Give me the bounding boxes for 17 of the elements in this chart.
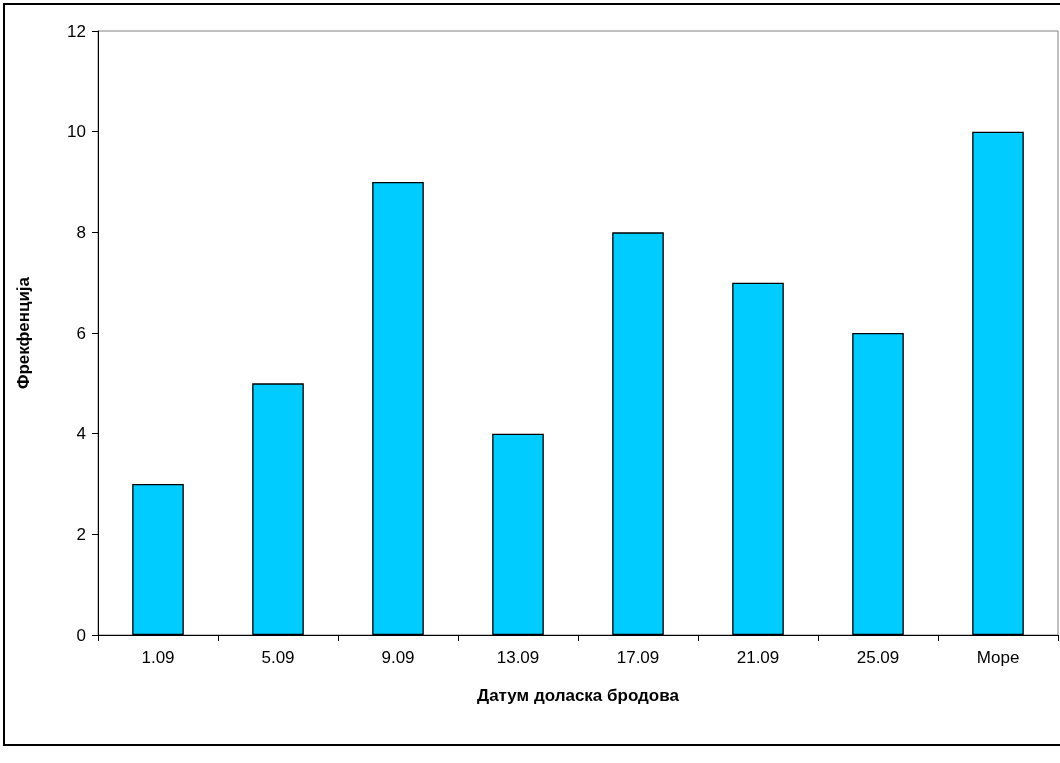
y-tick-label: 6	[76, 323, 86, 343]
x-tick-label: 21.09	[736, 648, 780, 667]
x-axis-title: Датум доласка бродова	[477, 686, 680, 705]
x-tick-label: 25.09	[856, 648, 900, 667]
x-tick-label: 5.09	[261, 648, 295, 667]
y-tick-label: 4	[76, 424, 86, 444]
y-tick-label: 12	[67, 21, 86, 41]
x-tick-label: Море	[976, 648, 1020, 667]
x-tick-label: 1.09	[141, 648, 175, 667]
x-tick-label: 9.09	[381, 648, 415, 667]
x-tick-label: 13.09	[496, 648, 540, 667]
x-tick-label: 17.09	[616, 648, 660, 667]
y-tick-label: 2	[76, 524, 86, 544]
y-tick-label: 0	[76, 625, 86, 645]
y-tick-label: 8	[76, 222, 86, 242]
y-tick-label: 10	[67, 122, 86, 142]
y-axis-title: Фрекфенција	[14, 276, 33, 390]
